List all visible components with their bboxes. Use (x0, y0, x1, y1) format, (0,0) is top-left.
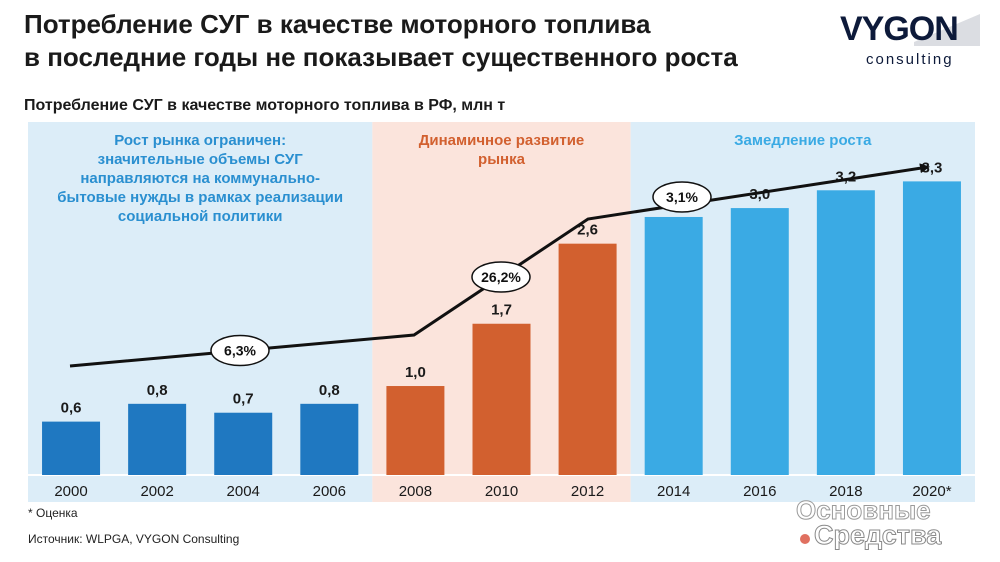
value-label-2012: 2,6 (577, 222, 598, 239)
bar-2000 (42, 421, 101, 475)
bar-2010 (472, 323, 531, 475)
value-label-2010: 1,7 (491, 302, 512, 319)
phase-label-2-line-0: Замедление роста (734, 132, 872, 149)
phase-label-1-line-1: рынка (478, 151, 526, 168)
x-tick-label-2012: 2012 (571, 483, 604, 500)
growth-label-0: 6,3% (224, 343, 256, 359)
x-tick-label-2010: 2010 (485, 483, 518, 500)
bar-2020* (902, 181, 961, 475)
value-label-2004: 0,7 (233, 391, 254, 408)
value-label-2002: 0,8 (147, 382, 168, 399)
phase-label-0-line-2: направляются на коммунально- (80, 170, 320, 187)
logo-roof-shape (914, 14, 980, 46)
x-tick-label-2016: 2016 (743, 483, 776, 500)
growth-label-2: 3,1% (666, 189, 698, 205)
x-tick-label-2008: 2008 (399, 483, 432, 500)
value-label-2006: 0,8 (319, 382, 340, 399)
bar-2002 (128, 403, 187, 475)
chart-title: Потребление СУГ в качестве моторного топ… (24, 97, 506, 114)
vygon-logo: VYGON consulting (840, 12, 980, 72)
growth-bubble-0 (210, 334, 270, 367)
bar-2012 (558, 243, 617, 475)
x-tick-label-2002: 2002 (140, 483, 173, 500)
source-note: Источник: WLPGA, VYGON Consulting (28, 532, 240, 546)
value-label-2008: 1,0 (405, 364, 426, 381)
title-line-1: Потребление СУГ в качестве моторного топ… (24, 9, 651, 39)
footnote: * Оценка (28, 506, 78, 520)
page-title: Потребление СУГ в качестве моторного топ… (24, 8, 814, 74)
bar-2018 (816, 190, 875, 476)
logo-subtext: consulting (866, 51, 954, 68)
bar-2014 (644, 216, 703, 475)
x-tick-label-2020*: 2020* (912, 483, 951, 500)
growth-bubble-1 (471, 261, 531, 293)
x-tick-label-2014: 2014 (657, 483, 690, 500)
watermark-line-2: Средства (813, 520, 942, 551)
phase-label-0-line-1: значительные объемы СУГ (98, 151, 304, 168)
x-tick-label-2006: 2006 (313, 483, 346, 500)
phase-label-1-line-0: Динамичное развитие (419, 132, 585, 149)
x-tick-label-2018: 2018 (829, 483, 862, 500)
bar-2016 (730, 208, 789, 476)
logo-word: VYGON (840, 10, 959, 48)
phase-label-0-line-4: социальной политики (118, 208, 283, 225)
phase-label-0-line-3: бытовые нужды в рамках реализации (57, 189, 343, 206)
value-label-2000: 0,6 (61, 400, 82, 417)
watermark-line-1: Основные (796, 495, 932, 525)
value-label-2016: 3,0 (749, 186, 770, 203)
bar-2008 (386, 386, 445, 475)
value-label-2018: 3,2 (835, 168, 856, 185)
x-tick-label-2000: 2000 (54, 483, 87, 500)
x-tick-label-2004: 2004 (227, 483, 260, 500)
growth-label-1: 26,2% (481, 269, 521, 285)
title-line-2: в последние годы не показывает существен… (24, 42, 738, 72)
phase-label-0-line-0: Рост рынка ограничен: (114, 132, 286, 149)
watermark: Основные Средства (796, 496, 996, 556)
bar-2006 (300, 403, 359, 475)
bar-2004 (214, 412, 273, 475)
watermark-dot-icon (800, 534, 810, 544)
growth-bubble-2 (652, 181, 712, 213)
